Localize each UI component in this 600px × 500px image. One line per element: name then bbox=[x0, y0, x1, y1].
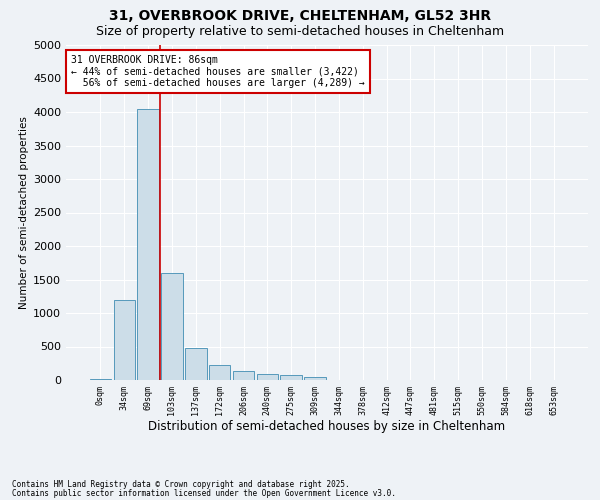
Y-axis label: Number of semi-detached properties: Number of semi-detached properties bbox=[19, 116, 29, 309]
Text: Contains public sector information licensed under the Open Government Licence v3: Contains public sector information licen… bbox=[12, 489, 396, 498]
Bar bbox=[257, 374, 278, 380]
Bar bbox=[161, 273, 183, 380]
Bar bbox=[185, 348, 206, 380]
Bar bbox=[137, 108, 159, 380]
Text: Contains HM Land Registry data © Crown copyright and database right 2025.: Contains HM Land Registry data © Crown c… bbox=[12, 480, 350, 489]
Bar bbox=[90, 378, 111, 380]
Bar bbox=[280, 376, 302, 380]
Bar bbox=[304, 378, 326, 380]
Bar bbox=[209, 366, 230, 380]
X-axis label: Distribution of semi-detached houses by size in Cheltenham: Distribution of semi-detached houses by … bbox=[148, 420, 506, 434]
Text: Size of property relative to semi-detached houses in Cheltenham: Size of property relative to semi-detach… bbox=[96, 25, 504, 38]
Bar bbox=[233, 372, 254, 380]
Text: 31, OVERBROOK DRIVE, CHELTENHAM, GL52 3HR: 31, OVERBROOK DRIVE, CHELTENHAM, GL52 3H… bbox=[109, 9, 491, 23]
Bar bbox=[113, 300, 135, 380]
Text: 31 OVERBROOK DRIVE: 86sqm
← 44% of semi-detached houses are smaller (3,422)
  56: 31 OVERBROOK DRIVE: 86sqm ← 44% of semi-… bbox=[71, 55, 365, 88]
